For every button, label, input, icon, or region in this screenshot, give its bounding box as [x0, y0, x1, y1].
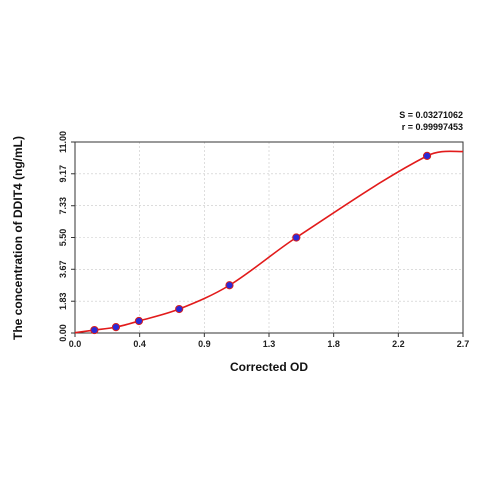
data-point: [225, 281, 234, 290]
x-tick-label: 1.3: [263, 339, 276, 349]
data-point: [134, 316, 144, 326]
x-tick-label: 0.4: [133, 339, 146, 349]
x-tick-label: 0.9: [198, 339, 211, 349]
stat-s: S = 0.03271062: [399, 110, 463, 120]
fit-curve: [74, 150, 464, 334]
y-tick-label: 5.50: [58, 229, 68, 247]
x-tick-label: 2.7: [457, 339, 470, 349]
data-point: [422, 151, 432, 160]
x-tick-label: 2.2: [392, 339, 405, 349]
x-tick-label: 0.0: [69, 339, 82, 349]
y-tick-label: 11.00: [58, 131, 68, 153]
grid: [75, 142, 463, 333]
x-axis: 0.0 0.4 0.9 1.3 1.8 2.2 2.7: [69, 333, 470, 349]
y-tick-label: 9.17: [58, 165, 68, 183]
y-axis: 0.00 1.83 3.67 5.50 7.33 9.17 11.00: [58, 131, 75, 342]
data-point: [111, 322, 121, 332]
data-point: [175, 304, 184, 314]
data-points: [90, 151, 432, 335]
y-tick-label: 3.67: [58, 261, 68, 279]
x-tick-label: 1.8: [327, 339, 340, 349]
y-tick-label: 0.00: [58, 324, 68, 342]
y-tick-label: 7.33: [58, 197, 68, 215]
stat-r: r = 0.99997453: [402, 122, 463, 132]
data-point: [292, 233, 301, 242]
x-axis-title: Corrected OD: [230, 360, 308, 374]
y-tick-label: 1.83: [58, 292, 68, 310]
stats-block: S = 0.03271062 r = 0.99997453: [399, 110, 463, 132]
y-axis-title: The concentration of DDIT4 (ng/mL): [11, 136, 25, 340]
data-point: [90, 325, 99, 335]
